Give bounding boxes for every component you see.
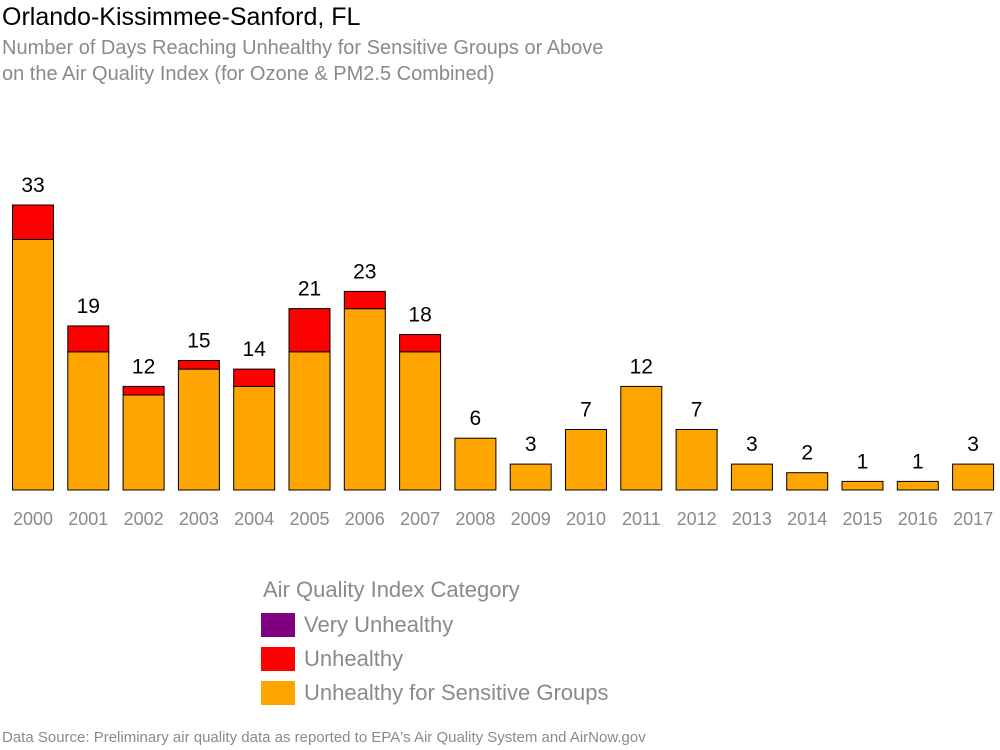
x-tick-label-2013: 2013 [732,509,772,529]
data-label-2000: 33 [21,174,44,197]
x-tick-label-2009: 2009 [511,509,551,529]
legend-label-unhealthy: Unhealthy [304,646,404,671]
x-tick-label-2014: 2014 [787,509,827,529]
chart-subtitle-line-1: Number of Days Reaching Unhealthy for Se… [2,37,604,59]
bar-2017-unhealthy-for-sensitive-groups [952,463,995,491]
bar-2007-unhealthy [399,334,442,353]
bar-2013-unhealthy-for-sensitive-groups [730,463,773,491]
data-label-2014: 2 [801,442,813,465]
x-tick-label-2000: 2000 [13,509,53,529]
bar-2015-unhealthy-for-sensitive-groups [841,480,884,491]
data-label-2008: 6 [470,407,482,430]
data-label-2009: 3 [525,433,537,456]
data-label-2004: 14 [243,338,267,361]
bar-2003-unhealthy-for-sensitive-groups [177,368,220,491]
x-tick-label-2005: 2005 [289,509,329,529]
bar-2004-unhealthy [233,368,276,387]
chart-subtitle-line-2: on the Air Quality Index (for Ozone & PM… [2,63,495,85]
data-label-2007: 18 [408,304,431,327]
x-tick-label-2015: 2015 [842,509,882,529]
x-tick-label-2007: 2007 [400,509,440,529]
bar-2000-unhealthy-for-sensitive-groups [12,239,54,491]
bar-2001-unhealthy [67,325,110,353]
x-tick-label-2012: 2012 [677,509,717,529]
bar-2014-unhealthy-for-sensitive-groups [786,472,829,491]
data-label-2017: 3 [967,433,979,456]
x-tick-label-2017: 2017 [953,509,993,529]
x-tick-label-2010: 2010 [566,509,606,529]
x-tick-label-2002: 2002 [124,509,164,529]
data-label-2005: 21 [298,278,321,301]
x-tick-label-2006: 2006 [345,509,385,529]
bar-2002-unhealthy-for-sensitive-groups [122,394,165,491]
x-tick-label-2008: 2008 [455,509,495,529]
legend-swatch-unhealthy-for-sensitive-groups [261,681,295,705]
legend-label-unhealthy-for-sensitive-groups: Unhealthy for Sensitive Groups [304,680,609,705]
bar-2007-unhealthy-for-sensitive-groups [399,351,442,491]
data-label-2013: 3 [746,433,758,456]
data-source-note: Data Source: Preliminary air quality dat… [2,729,646,746]
bar-2009-unhealthy-for-sensitive-groups [509,463,552,491]
bar-chart: 3320001920011220021520031420042120052320… [12,174,995,529]
bar-2005-unhealthy [288,308,331,353]
bar-2008-unhealthy-for-sensitive-groups [454,437,497,491]
data-label-2002: 12 [132,355,155,378]
bar-2001-unhealthy-for-sensitive-groups [67,351,110,491]
chart-title: Orlando-Kissimmee-Sanford, FL [2,3,361,31]
x-tick-label-2011: 2011 [622,509,661,529]
legend-swatch-unhealthy [261,647,295,671]
x-tick-label-2016: 2016 [898,509,938,529]
x-tick-label-2003: 2003 [179,509,219,529]
data-label-2010: 7 [580,399,592,422]
data-label-2001: 19 [77,295,100,318]
x-tick-label-2004: 2004 [234,509,274,529]
bar-2000-unhealthy [12,204,54,240]
data-label-2015: 1 [857,450,869,473]
bar-2005-unhealthy-for-sensitive-groups [288,351,331,491]
data-label-2012: 7 [691,399,703,422]
bar-2006-unhealthy-for-sensitive-groups [343,308,386,491]
bar-2003-unhealthy [177,360,220,370]
bar-2002-unhealthy [122,385,165,396]
legend-label-very-unhealthy: Very Unhealthy [304,612,454,637]
bar-2011-unhealthy-for-sensitive-groups [620,385,663,491]
bar-2004-unhealthy-for-sensitive-groups [233,385,276,491]
legend-title: Air Quality Index Category [263,577,520,602]
bar-2012-unhealthy-for-sensitive-groups [675,429,718,491]
x-tick-label-2001: 2001 [68,509,108,529]
bar-2016-unhealthy-for-sensitive-groups [896,480,939,491]
data-label-2003: 15 [187,330,210,353]
data-label-2006: 23 [353,260,376,283]
data-label-2011: 12 [630,355,653,378]
data-label-2016: 1 [912,450,924,473]
bar-2006-unhealthy [343,290,386,310]
bar-2010-unhealthy-for-sensitive-groups [565,429,607,491]
legend-swatch-very-unhealthy [261,613,295,637]
